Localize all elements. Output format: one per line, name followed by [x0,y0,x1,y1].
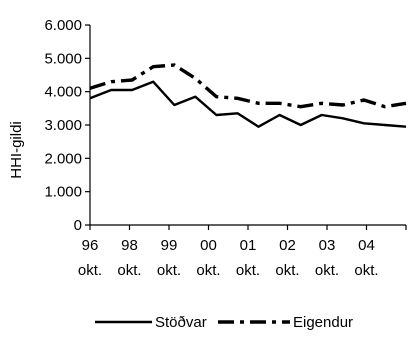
x-tick-label-year: 01 [240,237,257,254]
x-tick-label-month: okt. [315,262,339,279]
x-tick-label-month: okt. [354,262,378,279]
y-tick-label: 4.000 [44,84,82,101]
x-tick-label-year: 99 [161,237,178,254]
y-tick-label: 1.000 [44,184,82,201]
series-line-1 [89,80,407,128]
legend-label-1: Stöðvar [155,314,207,331]
y-axis-ticks: 0 1.000 2.000 3.000 4.000 5.000 6.000 [44,17,90,234]
y-tick-label: 3.000 [44,117,82,134]
x-tick-label-month: okt. [196,262,220,279]
axes [89,25,406,226]
x-tick-label-year: 04 [358,237,375,254]
x-tick-label-year: 02 [279,237,296,254]
x-tick-label-month: okt. [236,262,260,279]
y-tick-label: 6.000 [44,17,82,34]
legend: Stöðvar Eigendur [95,314,353,331]
series-lines [89,63,407,128]
y-tick-label: 5.000 [44,50,82,67]
x-tick-label-year: 96 [82,237,99,254]
y-tick-label: 2.000 [44,150,82,167]
x-tick-label-year: 98 [121,237,138,254]
x-tick-label-year: 03 [319,237,336,254]
y-axis-title: HHI-gildi [8,121,25,179]
x-tick-label-month: okt. [157,262,181,279]
x-tick-label-month: okt. [78,262,102,279]
series-line-2 [89,63,407,109]
x-tick-label-month: okt. [117,262,141,279]
legend-label-2: Eigendur [293,314,353,331]
x-axis-ticks: 96 okt. 98 okt. 99 okt. 00 okt. 01 okt. 02 okt. 03 ok… [78,225,407,279]
x-tick-label-year: 00 [200,237,217,254]
y-tick-label: 0 [74,217,82,234]
x-tick-label-month: okt. [275,262,299,279]
